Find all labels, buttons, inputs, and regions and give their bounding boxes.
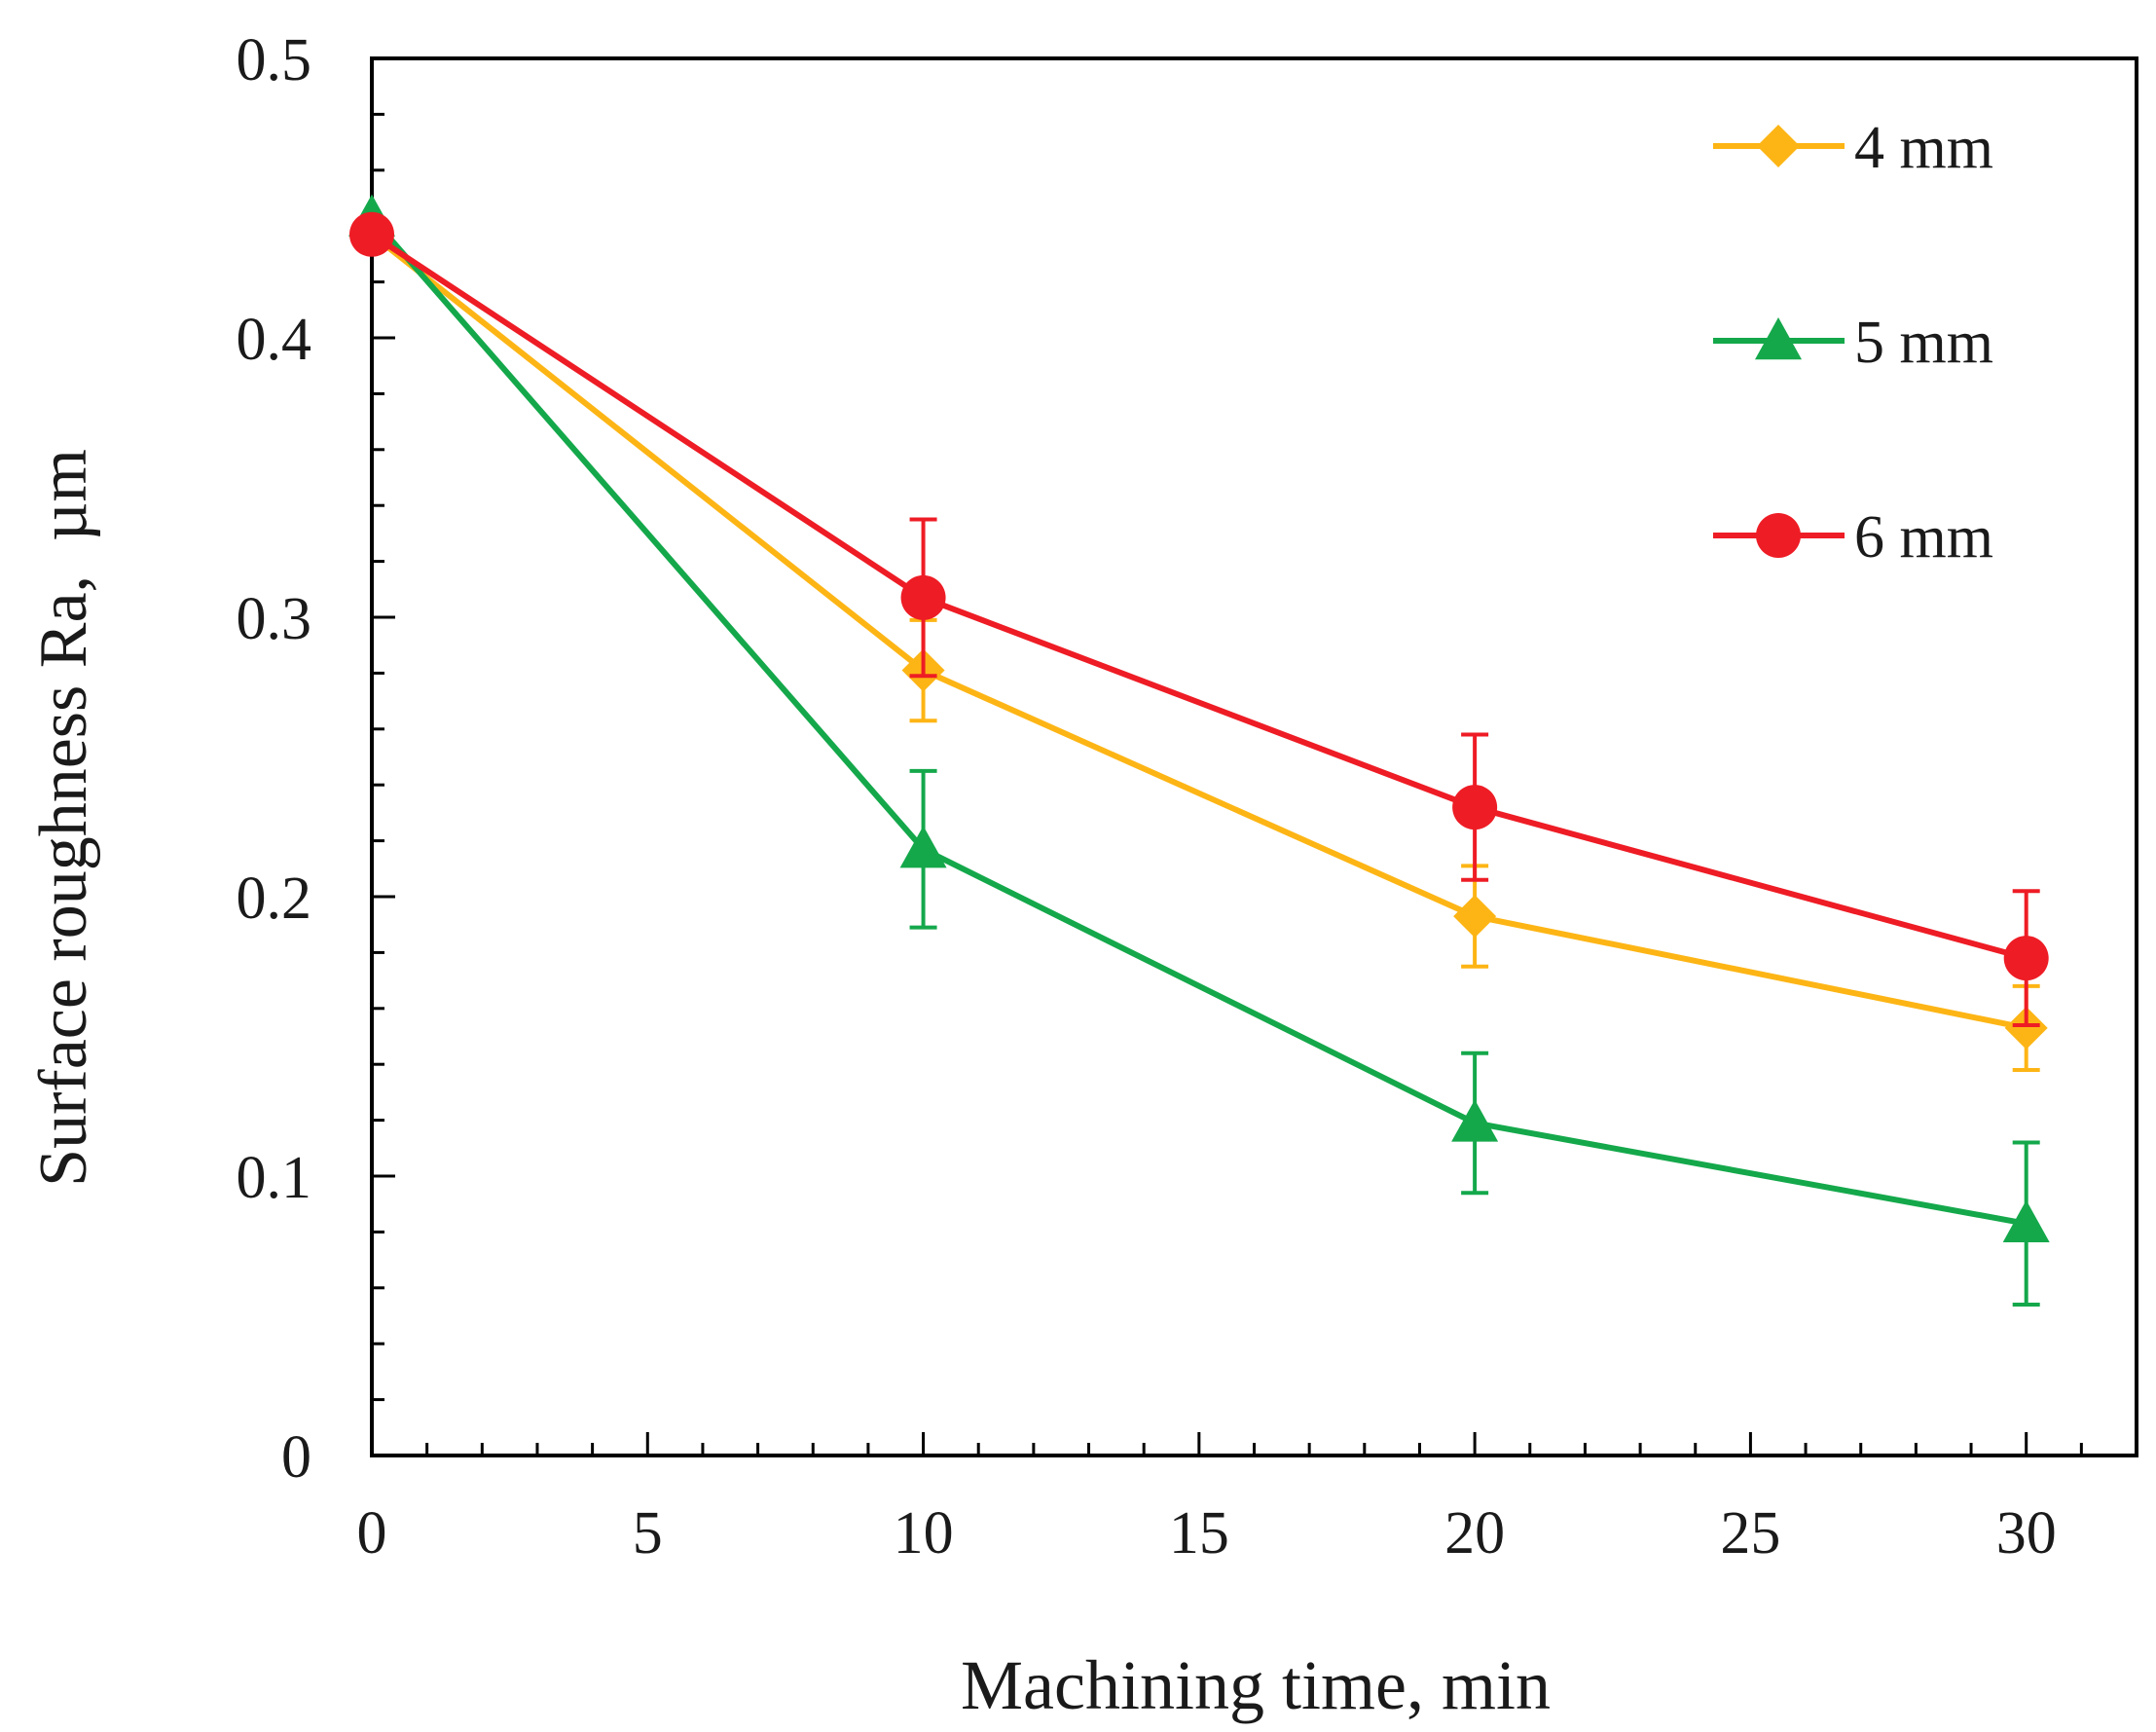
x-tick-label: 20 [1444,1500,1505,1566]
y-tick-label: 0.3 [237,586,312,652]
legend-label: 4 mm [1854,115,1993,181]
data-point [2004,1006,2048,1050]
series-group [348,194,2050,1308]
axes: 0 5 10 15 20 25 30 0 0.1 0.2 0.3 0.4 0.5 [237,27,2138,1566]
data-point [1452,785,1498,830]
data-point [2003,936,2049,981]
legend-marker [1756,513,1801,558]
legend: 4 mm 5 mm 6 mm [1713,115,1993,571]
x-tick-label: 0 [357,1500,387,1566]
legend-label: 5 mm [1854,310,1993,376]
y-tick-label: 0 [281,1424,311,1491]
x-tick-label: 10 [894,1500,954,1566]
series-6-mm [349,211,2049,1028]
x-axis-label: Machining time, min [961,1646,1551,1724]
x-tick-label: 5 [633,1500,663,1566]
data-point [900,574,946,620]
data-point [1453,895,1497,939]
y-axis-label: Surface roughness Ra, µm [26,449,101,1187]
data-point [1451,1099,1499,1142]
y-tick-label: 0.5 [237,27,312,93]
y-tick-label: 0.2 [237,866,312,932]
series-5-mm [348,194,2050,1308]
legend-marker [1757,125,1800,167]
legend-label: 6 mm [1854,504,1993,571]
series-line [369,215,2028,1227]
data-point [2002,1199,2050,1242]
legend-entry: 6 mm [1713,504,1993,571]
series-line [370,232,2028,962]
x-tick-label: 25 [1720,1500,1780,1566]
x-tick-label: 30 [1996,1500,2057,1566]
y-tick-label: 0.4 [237,307,312,373]
plot-frame [370,56,2138,1457]
series-line [370,232,2028,1031]
y-tick-label: 0.1 [237,1145,312,1211]
data-point [349,211,394,257]
data-point [899,826,947,868]
legend-entry: 5 mm [1713,310,1993,376]
legend-entry: 4 mm [1713,115,1993,181]
legend-marker [1755,317,1802,360]
x-tick-label: 15 [1169,1500,1229,1566]
